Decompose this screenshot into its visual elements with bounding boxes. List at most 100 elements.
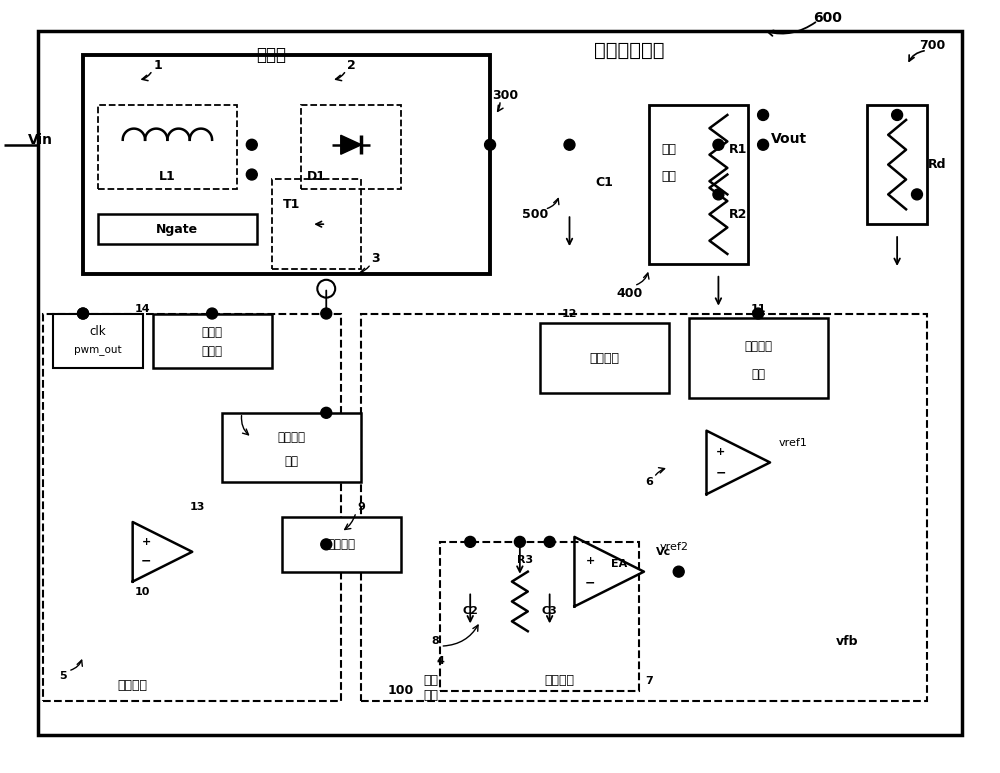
Text: 电路: 电路 [423,690,438,702]
Text: 14: 14 [135,304,150,314]
Text: 300: 300 [492,89,518,101]
Text: 控制模块: 控制模块 [589,352,619,365]
Bar [301,105,401,189]
Text: 10: 10 [135,587,150,597]
Bar [98,105,237,189]
Text: clk: clk [90,325,106,338]
Text: +: + [716,448,725,458]
Text: 700: 700 [919,39,945,52]
Bar [867,105,927,224]
Bar [222,413,361,482]
Text: vref2: vref2 [659,542,688,552]
Text: R3: R3 [517,555,533,565]
Circle shape [321,308,332,319]
Bar [689,318,828,398]
Circle shape [758,110,769,121]
Text: R1: R1 [729,143,747,156]
Text: +: + [585,556,595,566]
Text: 控制: 控制 [423,674,438,687]
Text: 11: 11 [750,304,766,314]
Text: 100: 100 [388,684,414,697]
Text: 3: 3 [372,253,380,265]
Text: −: − [716,466,726,479]
Text: −: − [585,577,595,589]
Bar [83,56,490,274]
Text: 驱动单元: 驱动单元 [118,679,148,693]
Circle shape [912,189,922,200]
Text: −: − [141,555,151,568]
Text: Rd: Rd [928,158,946,171]
Bar [649,105,748,264]
Text: 7: 7 [645,676,653,686]
Text: 1: 1 [153,59,162,72]
Bar [53,314,143,368]
Text: 400: 400 [616,288,642,300]
Circle shape [544,536,555,547]
Text: Vc: Vc [656,547,671,557]
Circle shape [514,536,525,547]
Text: 模块: 模块 [751,368,765,380]
Text: 500: 500 [522,208,548,221]
Bar [272,179,361,269]
Text: C2: C2 [462,606,478,616]
Text: 13: 13 [190,502,205,512]
Text: vref1: vref1 [778,438,807,448]
Text: 转换单元: 转换单元 [545,674,575,687]
Text: Vout: Vout [771,131,807,146]
Circle shape [753,308,764,319]
Circle shape [485,139,496,150]
Bar [43,314,341,701]
Text: 电压转换电路: 电压转换电路 [594,41,664,60]
Circle shape [78,308,88,319]
Circle shape [713,139,724,150]
Text: 驱动逻: 驱动逻 [202,326,223,339]
Text: 600: 600 [813,11,842,25]
Text: Ngate: Ngate [156,223,198,236]
Bar [540,323,669,393]
Text: pwm_out: pwm_out [74,346,122,356]
Bar [98,214,257,244]
Circle shape [673,566,684,577]
Circle shape [465,536,476,547]
Circle shape [207,308,218,319]
Circle shape [78,308,88,319]
Text: 电流检测: 电流检测 [278,431,306,444]
Bar [282,517,401,572]
Text: 主电路: 主电路 [257,46,287,64]
Circle shape [321,539,332,550]
Text: D1: D1 [307,170,326,183]
Text: vfb: vfb [836,635,859,648]
Text: 8: 8 [432,636,439,646]
Circle shape [892,110,903,121]
Circle shape [246,139,257,150]
Text: C1: C1 [595,176,613,189]
Text: 4: 4 [436,656,444,666]
Text: C3: C3 [542,606,558,616]
Circle shape [758,139,769,150]
Circle shape [321,407,332,418]
Text: +: + [141,537,151,547]
Polygon shape [341,135,361,155]
Text: 5: 5 [59,671,67,681]
Text: 电路: 电路 [661,170,676,183]
Bar [440,542,639,691]
Circle shape [564,139,575,150]
Text: T1: T1 [283,198,300,211]
Text: 模块: 模块 [285,455,299,468]
Text: 9: 9 [357,502,365,512]
Text: Vin: Vin [28,133,53,147]
Text: 锁位模块: 锁位模块 [327,538,355,551]
Text: 12: 12 [562,308,577,318]
Text: 6: 6 [645,477,653,487]
Bar [361,314,927,701]
Text: L1: L1 [159,170,176,183]
Text: 反馈: 反馈 [661,143,676,156]
Circle shape [713,189,724,200]
Circle shape [246,169,257,180]
Text: 频率检测: 频率检测 [744,340,772,352]
Text: R2: R2 [729,208,747,221]
Text: 2: 2 [347,59,355,72]
Text: EA: EA [611,559,627,569]
Text: 辑模块: 辑模块 [202,346,223,358]
Bar [153,314,272,368]
